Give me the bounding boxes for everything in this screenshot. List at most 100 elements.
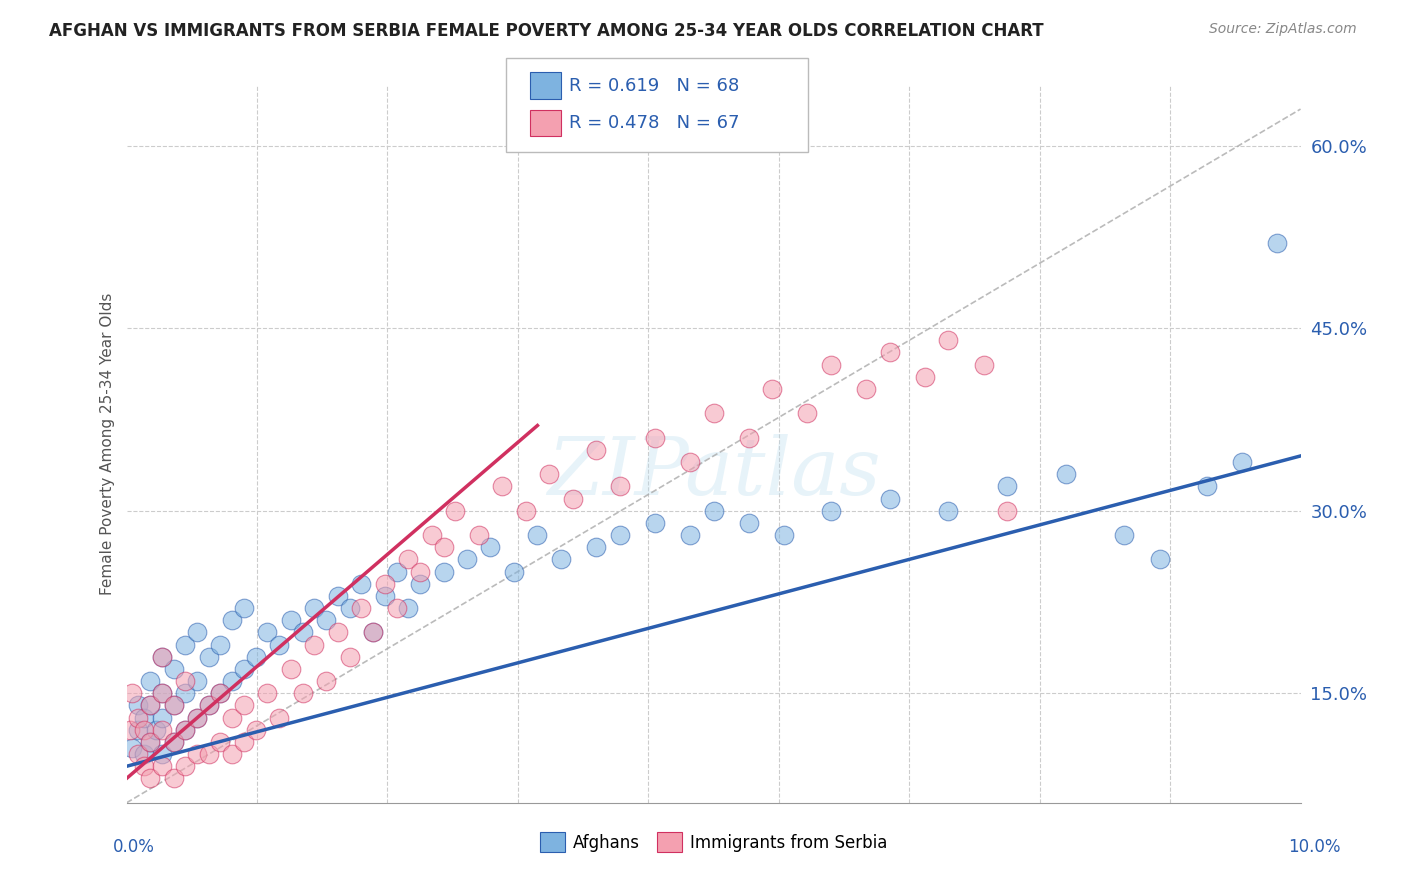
Y-axis label: Female Poverty Among 25-34 Year Olds: Female Poverty Among 25-34 Year Olds xyxy=(100,293,115,595)
Point xyxy=(995,479,1018,493)
Point xyxy=(561,491,583,506)
Point xyxy=(938,504,960,518)
Point xyxy=(396,601,419,615)
Point xyxy=(127,747,149,761)
Point xyxy=(221,747,243,761)
Point xyxy=(127,723,149,737)
Point xyxy=(139,698,162,713)
Point xyxy=(209,638,232,652)
Point xyxy=(139,698,162,713)
Point xyxy=(127,710,149,724)
Point xyxy=(221,613,243,627)
Point xyxy=(444,504,467,518)
Point xyxy=(139,674,162,689)
Point xyxy=(186,674,208,689)
Point xyxy=(150,649,173,664)
Point xyxy=(702,406,725,420)
Point xyxy=(134,759,156,773)
Point xyxy=(409,576,432,591)
Point xyxy=(233,735,256,749)
Point xyxy=(162,735,184,749)
Point xyxy=(879,491,901,506)
Point xyxy=(855,382,877,396)
Point xyxy=(761,382,783,396)
Point xyxy=(938,334,960,348)
Point xyxy=(245,649,267,664)
Point xyxy=(550,552,572,566)
Point xyxy=(139,772,162,786)
Point xyxy=(186,710,208,724)
Point xyxy=(209,686,232,700)
Point xyxy=(197,698,219,713)
Point xyxy=(150,649,173,664)
Point xyxy=(150,747,173,761)
Point xyxy=(385,601,408,615)
Point xyxy=(644,431,666,445)
Point xyxy=(139,735,162,749)
Point xyxy=(174,723,197,737)
Point xyxy=(1195,479,1218,493)
Point xyxy=(174,723,197,737)
Point xyxy=(503,565,526,579)
Point xyxy=(150,686,173,700)
Point xyxy=(738,431,761,445)
Point xyxy=(326,589,349,603)
Point xyxy=(233,698,256,713)
Point xyxy=(197,698,219,713)
Point xyxy=(467,528,489,542)
Point xyxy=(339,601,361,615)
Point xyxy=(304,601,326,615)
Point xyxy=(315,613,337,627)
Point xyxy=(209,686,232,700)
Point xyxy=(186,747,208,761)
Point xyxy=(609,528,631,542)
Point xyxy=(479,540,502,554)
Text: Source: ZipAtlas.com: Source: ZipAtlas.com xyxy=(1209,22,1357,37)
Point xyxy=(145,723,167,737)
Point xyxy=(820,504,842,518)
Point xyxy=(174,686,197,700)
Point xyxy=(127,698,149,713)
Point xyxy=(491,479,513,493)
Point xyxy=(432,540,454,554)
Point xyxy=(120,723,142,737)
Point xyxy=(186,710,208,724)
Point xyxy=(221,710,243,724)
Legend: Afghans, Immigrants from Serbia: Afghans, Immigrants from Serbia xyxy=(533,825,894,859)
Point xyxy=(269,638,291,652)
Point xyxy=(1149,552,1171,566)
Point xyxy=(609,479,631,493)
Point xyxy=(315,674,337,689)
Point xyxy=(1114,528,1136,542)
Point xyxy=(526,528,548,542)
Point xyxy=(162,772,184,786)
Point xyxy=(280,662,302,676)
Point xyxy=(374,576,396,591)
Point xyxy=(995,504,1018,518)
Point xyxy=(515,504,537,518)
Point xyxy=(914,369,936,384)
Point xyxy=(174,638,197,652)
Point xyxy=(738,516,761,530)
Point xyxy=(456,552,478,566)
Point xyxy=(197,747,219,761)
Point xyxy=(162,698,184,713)
Point xyxy=(350,601,373,615)
Point xyxy=(820,358,842,372)
Point xyxy=(134,710,156,724)
Point xyxy=(385,565,408,579)
Text: AFGHAN VS IMMIGRANTS FROM SERBIA FEMALE POVERTY AMONG 25-34 YEAR OLDS CORRELATIO: AFGHAN VS IMMIGRANTS FROM SERBIA FEMALE … xyxy=(49,22,1043,40)
Point xyxy=(644,516,666,530)
Point xyxy=(585,442,607,457)
Text: ZIPatlas: ZIPatlas xyxy=(547,434,880,511)
Point xyxy=(209,735,232,749)
Point xyxy=(221,674,243,689)
Point xyxy=(256,686,278,700)
Point xyxy=(879,345,901,359)
Point xyxy=(150,686,173,700)
Point xyxy=(139,735,162,749)
Point xyxy=(162,662,184,676)
Point xyxy=(174,759,197,773)
Point xyxy=(420,528,443,542)
Text: 0.0%: 0.0% xyxy=(112,838,155,856)
